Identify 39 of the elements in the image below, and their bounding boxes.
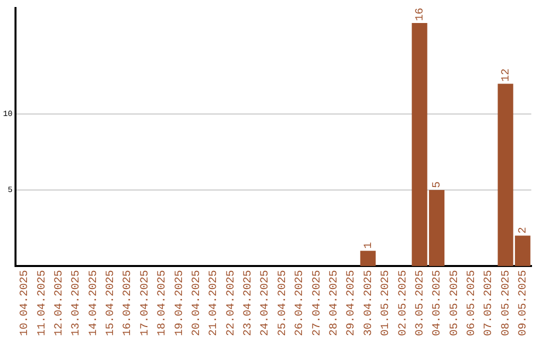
x-tick-label: 11.04.2025 <box>36 270 48 336</box>
x-tick-label: 01.05.2025 <box>380 270 392 336</box>
x-tick-label: 20.04.2025 <box>190 270 203 336</box>
data-label: 16 <box>414 8 426 21</box>
x-tick-label: 19.04.2025 <box>174 270 186 336</box>
x-tick-label: 21.04.2025 <box>208 270 220 336</box>
x-tick-label: 03.05.2025 <box>414 270 426 336</box>
x-tick-label: 06.05.2025 <box>466 270 478 336</box>
bar <box>360 250 376 266</box>
bar <box>514 236 530 266</box>
x-tick-label: 25.04.2025 <box>276 270 289 336</box>
x-tick-label: 26.04.2025 <box>294 270 306 336</box>
data-label: 5 <box>432 181 444 188</box>
x-tick-label: 28.04.2025 <box>328 270 340 336</box>
x-tick-label: 04.05.2025 <box>432 270 444 336</box>
x-tick-label: 27.04.2025 <box>311 270 324 336</box>
bar <box>498 84 514 266</box>
x-tick-label: 22.04.2025 <box>225 270 238 336</box>
x-tick-label: 14.04.2025 <box>88 270 100 336</box>
data-label: 2 <box>518 227 530 234</box>
x-tick-label: 08.05.2025 <box>500 270 512 336</box>
x-tick-label: 24.04.2025 <box>260 270 272 336</box>
data-label: 1 <box>362 242 375 249</box>
x-tick-label: 09.05.2025 <box>518 270 530 336</box>
data-label: 12 <box>500 68 512 82</box>
x-tick-label: 10.04.2025 <box>19 270 32 336</box>
x-tick-label: 23.04.2025 <box>242 270 255 336</box>
x-tick-label: 12.04.2025 <box>53 270 66 336</box>
x-tick-label: 30.04.2025 <box>362 270 375 336</box>
x-tick-label: 18.04.2025 <box>156 270 169 336</box>
x-tick-label: 15.04.2025 <box>105 270 118 336</box>
x-tick-label: 29.04.2025 <box>346 270 358 336</box>
x-tick-label: 02.05.2025 <box>397 270 410 336</box>
x-tick-label: 07.05.2025 <box>483 270 496 336</box>
x-tick-label: 13.04.2025 <box>70 270 83 336</box>
y-tick-label: 10 <box>2 110 13 120</box>
x-tick-label: 17.04.2025 <box>139 270 152 336</box>
x-tick-label: 16.04.2025 <box>122 270 134 336</box>
x-tick-label: 05.05.2025 <box>448 270 461 336</box>
